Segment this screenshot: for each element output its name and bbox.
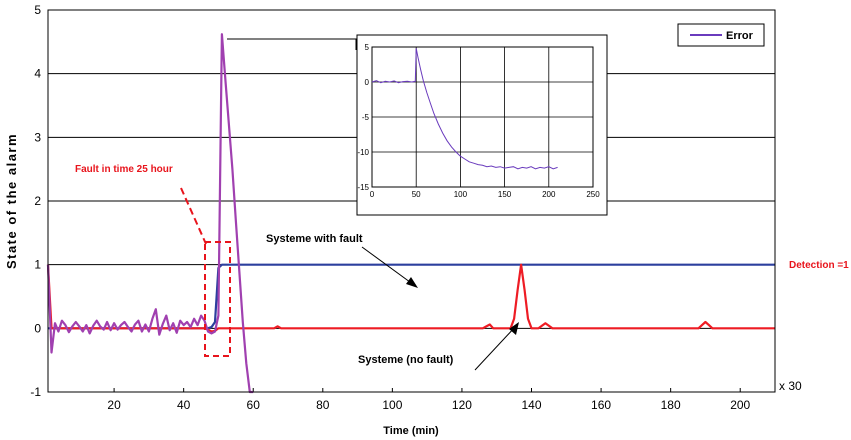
x-tick-label: 160 (591, 398, 611, 412)
inset-x-tick-label: 250 (586, 190, 600, 199)
inset-background (356, 34, 608, 216)
fault-pointer-line (180, 187, 207, 245)
with-fault-arrowhead (406, 277, 418, 288)
inset-grid (371, 46, 594, 188)
with-fault-label: Systeme with fault (266, 233, 363, 245)
x-tick-label: 60 (247, 398, 261, 412)
x-tick-label: 140 (521, 398, 541, 412)
inset-connector-line (227, 38, 357, 50)
y-tick-label: 5 (34, 3, 41, 17)
inset-x-tick-label: 50 (412, 190, 421, 199)
x-tick-label: 200 (730, 398, 750, 412)
inset-y-tick-label: -5 (362, 113, 370, 122)
inset-series (371, 48, 558, 170)
inset-x-tick-label: 0 (370, 190, 375, 199)
series-line-error (46, 33, 254, 394)
fault-marker-box (204, 241, 231, 357)
y-tick-label: 4 (34, 67, 41, 81)
inset-y-tick-label: -15 (357, 183, 369, 192)
detection-label: Detection =1 (789, 260, 849, 271)
inset-y-tick-label: 0 (365, 78, 370, 87)
inset-x-tick-label: 100 (454, 190, 468, 199)
no-fault-arrowhead (509, 322, 519, 335)
inset-x-tick-label: 150 (498, 190, 512, 199)
inset-x-tick-label: 200 (542, 190, 556, 199)
legend: Error (677, 23, 765, 47)
main-series (46, 33, 775, 394)
x-tick-label: 100 (382, 398, 402, 412)
y-tick-label: 0 (34, 321, 41, 335)
plot-frame (47, 9, 776, 393)
x-tick-label: 20 (107, 398, 121, 412)
x-tick-label: 120 (452, 398, 472, 412)
inset-y-tick-label: -10 (357, 148, 369, 157)
y-tick-label: -1 (30, 385, 41, 399)
no-fault-arrow (474, 325, 517, 371)
inset-series-line (371, 48, 558, 170)
fault-time-label: Fault in time 25 hour (75, 164, 173, 175)
y-axis-title: State of the alarm (4, 133, 19, 269)
series-line-systeme-no-fault (46, 263, 775, 333)
x-tick-label: 80 (316, 398, 330, 412)
x-axis-title: Time (min) (383, 425, 439, 437)
y-tick-label: 1 (34, 258, 41, 272)
inset-y-tick-label: 5 (365, 43, 370, 52)
x-tick-label: 180 (661, 398, 681, 412)
legend-label-error: Error (726, 30, 754, 42)
with-fault-arrow (361, 246, 415, 286)
x-multiplier-label: x 30 (779, 379, 802, 393)
y-tick-label: 3 (34, 130, 41, 144)
x-tick-label: 40 (177, 398, 191, 412)
no-fault-label: Systeme (no fault) (358, 354, 454, 366)
y-tick-label: 2 (34, 194, 41, 208)
